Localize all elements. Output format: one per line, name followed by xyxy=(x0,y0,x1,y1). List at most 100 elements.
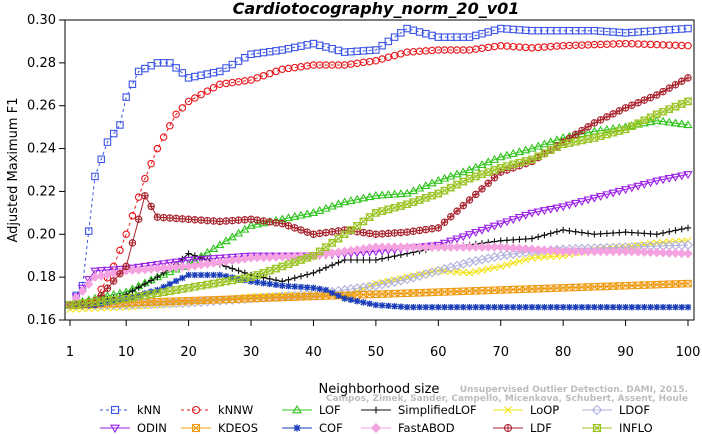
data-point xyxy=(452,242,462,252)
data-point xyxy=(159,213,168,222)
data-point xyxy=(283,213,294,222)
data-point xyxy=(259,217,268,225)
data-point xyxy=(578,303,586,311)
data-point xyxy=(183,256,194,265)
data-point xyxy=(602,191,612,200)
data-point xyxy=(584,122,592,131)
data-point xyxy=(196,256,206,264)
data-point xyxy=(378,230,386,238)
legend-item: LDF xyxy=(493,421,552,434)
data-point xyxy=(227,232,237,241)
data-point xyxy=(308,208,319,216)
data-point xyxy=(496,152,506,161)
data-point xyxy=(652,247,662,258)
data-point xyxy=(259,71,268,80)
data-point xyxy=(165,267,175,276)
data-point xyxy=(103,138,112,146)
data-point xyxy=(166,214,174,222)
data-point xyxy=(645,117,656,126)
data-point xyxy=(397,29,405,37)
data-point xyxy=(646,93,655,102)
data-point xyxy=(353,227,361,236)
data-point xyxy=(547,303,554,311)
data-point xyxy=(428,224,436,233)
data-point xyxy=(433,175,443,184)
data-point xyxy=(272,218,280,227)
x-tick-label: 90 xyxy=(617,345,634,360)
data-point xyxy=(340,197,350,206)
data-point xyxy=(234,216,243,224)
data-point xyxy=(645,247,656,258)
data-point xyxy=(303,228,311,236)
data-point xyxy=(622,303,629,311)
data-point xyxy=(464,174,475,183)
data-point xyxy=(521,145,531,154)
data-point xyxy=(116,246,124,255)
data-point xyxy=(647,303,654,311)
data-point xyxy=(634,229,642,237)
data-point xyxy=(191,215,199,224)
data-point xyxy=(634,98,642,107)
data-point xyxy=(335,292,342,299)
series-knn xyxy=(66,24,692,309)
data-point xyxy=(216,217,224,226)
data-point xyxy=(609,229,617,237)
data-point xyxy=(508,243,518,253)
data-point xyxy=(310,269,317,277)
data-point xyxy=(415,226,424,235)
data-point xyxy=(558,246,568,257)
data-point xyxy=(497,262,505,271)
data-point xyxy=(146,262,156,270)
data-point xyxy=(547,230,554,237)
data-point xyxy=(527,244,537,255)
data-point xyxy=(647,230,654,238)
data-point xyxy=(678,225,685,233)
y-axis-label: Adjusted Maximum F1 xyxy=(6,98,21,243)
data-point xyxy=(128,80,137,89)
data-point xyxy=(266,280,273,288)
data-point xyxy=(177,257,188,266)
data-point xyxy=(633,247,643,257)
data-point xyxy=(502,150,512,159)
data-point xyxy=(639,116,649,125)
data-point xyxy=(464,165,475,174)
legend-item: LOF xyxy=(282,403,341,417)
x-tick-label: 80 xyxy=(555,345,572,360)
data-point xyxy=(460,303,467,311)
data-point xyxy=(316,267,323,274)
data-point xyxy=(416,303,423,311)
legend-item: INFLO xyxy=(582,421,653,434)
data-point xyxy=(578,229,586,236)
data-point xyxy=(141,191,149,200)
data-point xyxy=(352,221,362,230)
data-point xyxy=(684,224,692,232)
data-point xyxy=(464,231,475,240)
data-point xyxy=(265,266,275,275)
data-point xyxy=(566,227,573,235)
data-point xyxy=(410,303,417,311)
data-point xyxy=(172,214,180,223)
legend-marker xyxy=(110,405,120,415)
data-point xyxy=(603,282,611,291)
data-point xyxy=(322,43,330,51)
data-point xyxy=(96,267,106,276)
legend-marker xyxy=(591,404,603,416)
data-point xyxy=(403,24,411,33)
data-point xyxy=(315,205,325,214)
data-point xyxy=(495,242,506,252)
data-point xyxy=(315,229,324,238)
data-point xyxy=(677,119,687,128)
x-tick-label: 1 xyxy=(66,345,74,360)
data-point xyxy=(172,277,180,285)
data-point xyxy=(458,177,468,186)
data-point xyxy=(458,242,469,252)
data-point xyxy=(439,242,450,252)
data-point xyxy=(390,51,399,60)
data-point xyxy=(135,284,142,291)
data-point xyxy=(446,237,456,246)
data-point xyxy=(446,171,456,180)
data-point xyxy=(603,113,611,121)
data-point xyxy=(122,262,130,271)
legend-marker xyxy=(504,406,512,414)
